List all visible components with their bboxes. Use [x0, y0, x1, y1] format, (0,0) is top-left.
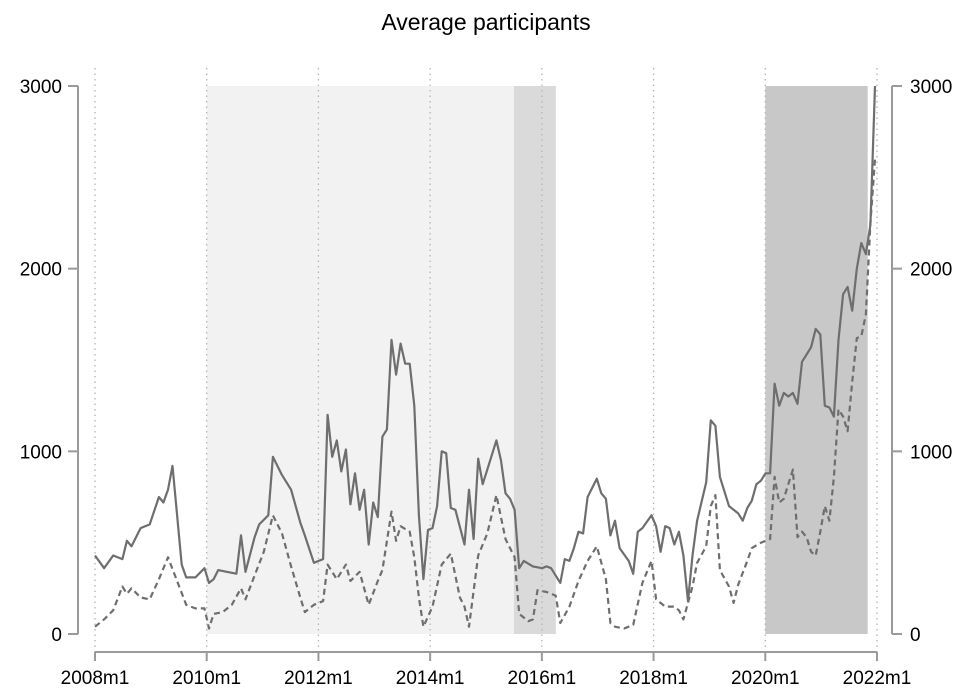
x-tick-label: 2016m1	[508, 668, 577, 689]
shaded-periods	[206, 86, 868, 634]
gridlines	[94, 68, 878, 652]
x-tick-label: 2008m1	[61, 668, 130, 689]
y-tick-label-left: 0	[51, 625, 62, 646]
x-tick-label: 2012m1	[284, 668, 353, 689]
y-tick-label-left: 2000	[20, 260, 62, 281]
shaded-period-1	[206, 86, 514, 634]
series-lines	[94, 85, 877, 630]
y-tick-label-right: 2000	[910, 260, 952, 281]
series-line-1-solid	[94, 85, 877, 603]
chart-title: Average participants	[381, 9, 590, 35]
x-tick-label: 2020m1	[731, 668, 800, 689]
series-line-2-dashed	[94, 159, 877, 630]
axes: 2008m1 2010m1 2012m1 2014m1 2016m1 2018m1 2020…	[20, 77, 953, 689]
x-tick-label: 2022m1	[843, 668, 912, 689]
x-tick-label: 2018m1	[619, 668, 688, 689]
y-tick-label-left: 1000	[20, 442, 62, 463]
x-tick-label: 2010m1	[172, 668, 241, 689]
y-tick-label-right: 3000	[910, 77, 952, 98]
shaded-period-3	[765, 86, 868, 634]
shaded-period-2	[513, 86, 556, 634]
y-tick-label-left: 3000	[20, 77, 62, 98]
y-tick-label-right: 1000	[910, 442, 952, 463]
x-tick-label: 2014m1	[396, 668, 465, 689]
y-tick-label-right: 0	[910, 625, 921, 646]
